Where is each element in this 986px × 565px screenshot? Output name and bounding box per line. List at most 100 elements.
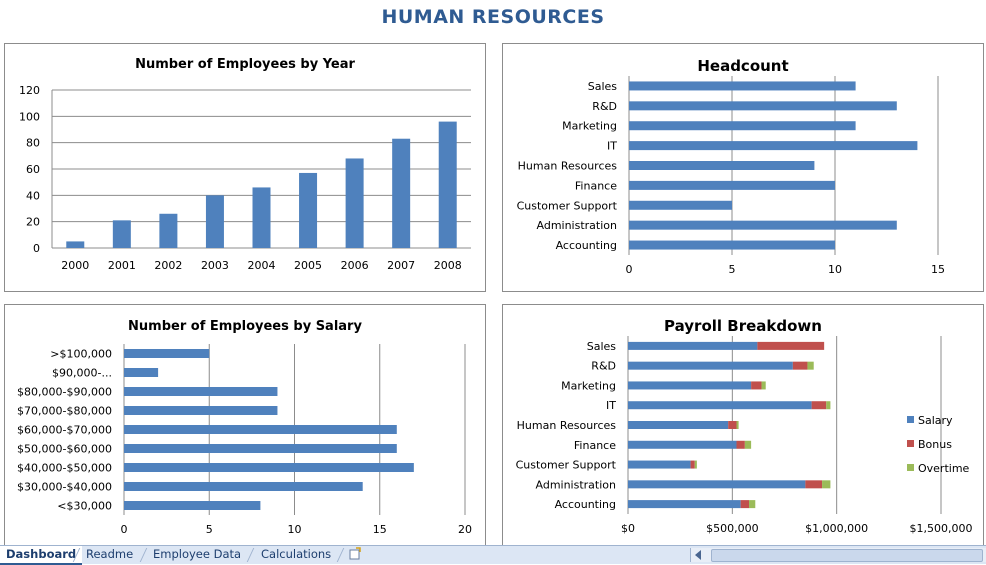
x-tick-label: 15 <box>373 523 387 536</box>
chart-title: Number of Employees by Salary <box>128 319 362 334</box>
y-tick-label: $60,000-$70,000 <box>17 424 112 437</box>
y-tick-label: Accounting <box>555 498 616 511</box>
bar-segment <box>740 500 750 509</box>
x-tick-label: $0 <box>621 522 635 535</box>
chart-employees-by-salary[interactable]: Number of Employees by Salary 0 5 10 15 20 >$1… <box>4 304 486 546</box>
x-tick-label: 2001 <box>108 259 136 272</box>
y-tick-label: Finance <box>575 179 617 192</box>
bar <box>252 187 271 248</box>
x-tick-label: 2008 <box>434 259 462 272</box>
bar-segment <box>749 500 756 509</box>
bar <box>124 463 414 472</box>
chart-payroll-breakdown[interactable]: Payroll Breakdown $0 $500,000 $1,000,000 $1,… <box>502 304 984 546</box>
y-tick-label: Human Resources <box>517 419 617 432</box>
bar <box>629 200 732 210</box>
bar-segment <box>826 401 831 410</box>
y-tick-label: Sales <box>588 80 618 93</box>
tab-employee-data[interactable]: Employee Data <box>153 547 242 561</box>
tab-separator <box>336 548 345 562</box>
legend-label: Bonus <box>918 438 952 451</box>
y-tick-label: Administration <box>536 478 617 491</box>
bar <box>629 141 918 151</box>
chart-headcount[interactable]: Headcount 0 5 10 15 Sales R&D Marketing IT Human … <box>502 43 984 292</box>
x-tick-label: 20 <box>458 523 472 536</box>
bar <box>124 406 278 415</box>
bar <box>124 387 278 396</box>
y-tick-label: $90,000-... <box>52 367 112 380</box>
legend-label: Overtime <box>918 462 970 475</box>
y-tick-label: 40 <box>26 189 40 202</box>
y-tick-label: Customer Support <box>516 459 617 472</box>
x-tick-label: 2006 <box>341 259 369 272</box>
bar-segment <box>628 341 758 350</box>
x-tick-label: 5 <box>206 523 213 536</box>
bar <box>345 158 364 248</box>
chart-headcount-svg: Headcount 0 5 10 15 Sales R&D Marketing IT Human … <box>517 57 945 276</box>
bar <box>124 349 210 358</box>
y-tick-label: R&D <box>592 100 617 113</box>
bar <box>629 161 815 170</box>
scrollbar-thumb[interactable] <box>711 549 983 562</box>
bar-segment <box>694 460 697 469</box>
y-tick-label: Human Resources <box>518 160 618 173</box>
chart-employees-by-year[interactable]: Number of Employees by Year 0 20 40 60 80 100 1… <box>4 43 486 292</box>
y-tick-label: 100 <box>19 110 40 123</box>
legend-label: Salary <box>918 414 953 427</box>
chart-title: Number of Employees by Year <box>135 57 355 72</box>
y-tick-label: Marketing <box>561 379 616 392</box>
y-tick-label: Administration <box>537 219 618 232</box>
y-tick-label: 20 <box>26 216 40 229</box>
x-tick-label: 10 <box>288 523 302 536</box>
chart-payroll-breakdown-svg: Payroll Breakdown $0 $500,000 $1,000,000 $1,… <box>516 317 973 535</box>
x-tick-label: 2005 <box>294 259 322 272</box>
bar-segment <box>736 421 739 429</box>
y-tick-label: <$30,000 <box>57 500 112 513</box>
bar-segment <box>628 381 752 390</box>
bar <box>629 220 897 230</box>
y-tick-label: Finance <box>574 439 616 452</box>
bar-segment <box>628 421 729 429</box>
bar-segment <box>736 440 745 449</box>
bar-segment <box>807 361 814 370</box>
x-tick-label: $500,000 <box>706 522 759 535</box>
x-tick-label: 2007 <box>387 259 415 272</box>
x-tick-label: 10 <box>828 263 842 276</box>
x-tick-label: 0 <box>626 263 633 276</box>
x-tick-label: 15 <box>931 263 945 276</box>
bar-segment <box>628 440 737 449</box>
tab-calculations[interactable]: Calculations <box>261 547 332 561</box>
x-tick-label: 2000 <box>61 259 89 272</box>
y-tick-label: $70,000-$80,000 <box>17 405 112 418</box>
y-tick-label: Accounting <box>556 239 617 252</box>
bar-segment <box>628 361 793 370</box>
legend-swatch <box>907 464 914 471</box>
chart-title: Headcount <box>697 57 788 75</box>
y-tick-label: >$100,000 <box>50 348 112 361</box>
bar <box>124 501 261 510</box>
bar-segment <box>628 401 812 410</box>
x-tick-label: 0 <box>121 523 128 536</box>
bar <box>299 172 318 248</box>
y-tick-label: Sales <box>587 340 617 353</box>
bar <box>629 180 835 190</box>
x-tick-label: $1,000,000 <box>805 522 868 535</box>
tab-readme[interactable]: Readme <box>86 547 134 561</box>
x-tick-label: 2003 <box>201 259 229 272</box>
y-tick-label: 0 <box>33 242 40 255</box>
bar <box>629 121 856 131</box>
bar <box>124 482 363 491</box>
y-tick-label: $30,000-$40,000 <box>17 481 112 494</box>
y-tick-label: IT <box>606 399 616 412</box>
y-tick-label: Marketing <box>562 120 617 133</box>
scroll-left-icon[interactable] <box>695 550 701 560</box>
bar <box>159 213 178 248</box>
bar-segment <box>728 421 737 429</box>
y-tick-label: 80 <box>26 137 40 150</box>
insert-sheet-icon[interactable] <box>348 547 362 561</box>
y-tick-label: $80,000-$90,000 <box>17 386 112 399</box>
bar <box>629 81 856 91</box>
sheet-tab-bar: Dashboard Readme Employee Data Calculati… <box>0 545 986 565</box>
x-tick-label: $1,500,000 <box>910 522 973 535</box>
horizontal-scrollbar[interactable] <box>690 548 986 562</box>
tab-dashboard[interactable]: Dashboard <box>0 546 83 565</box>
